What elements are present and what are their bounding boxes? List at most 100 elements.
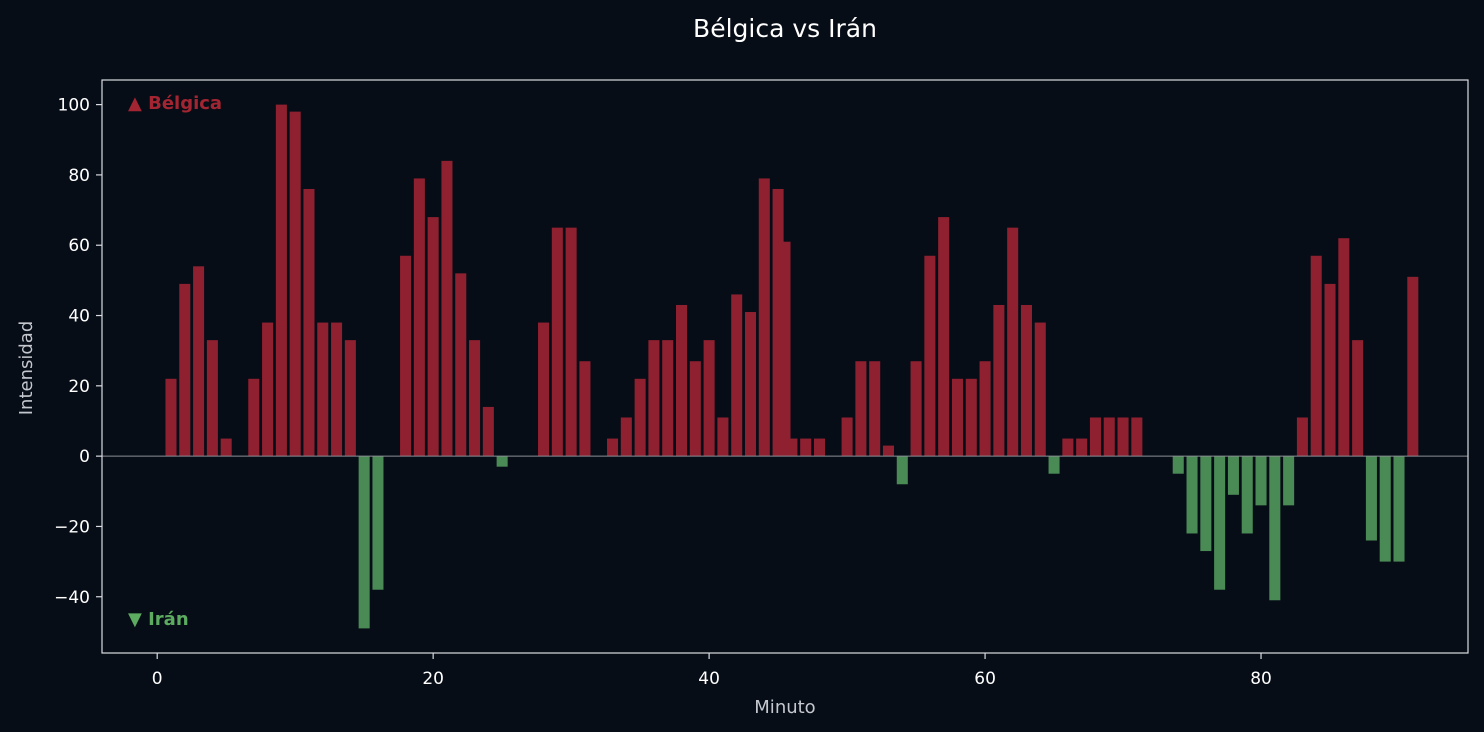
bar-minute-67 (1076, 438, 1088, 457)
bar-minute-80 (1255, 456, 1267, 506)
bar-minute-10 (289, 111, 301, 457)
bar-minute-35 (634, 378, 646, 457)
y-tick-label: 60 (68, 236, 90, 256)
bar-minute-74 (1172, 456, 1184, 474)
bar-minute-76 (1200, 456, 1212, 552)
bar-minute-55 (910, 361, 922, 457)
bar-minute-3 (193, 266, 205, 457)
bar-minute-20 (427, 217, 439, 457)
x-tick-label: 60 (974, 669, 996, 689)
bar-minute-56 (924, 255, 936, 457)
bar-minute-87 (1352, 340, 1364, 457)
bar-minute-2 (179, 283, 191, 457)
bar-minute-38 (675, 304, 688, 457)
bar-minute-63 (1020, 304, 1032, 457)
bar-minute-77 (1214, 456, 1226, 590)
bar-minute-16 (372, 456, 384, 590)
y-axis-label: Intensidad (16, 321, 37, 416)
bar-minute-82 (1283, 456, 1295, 506)
bar-minute-21 (441, 160, 453, 457)
bar-minute-68 (1089, 417, 1101, 457)
bar-minute-83 (1296, 417, 1308, 457)
bar-minute-57 (938, 217, 950, 457)
bar-minute-45 (772, 188, 784, 457)
bar-minute-14 (344, 340, 356, 457)
bar-minute-12 (317, 322, 329, 457)
bar-minute-89 (1379, 456, 1391, 562)
bar-minute-40 (703, 340, 715, 457)
bar-minute-86 (1338, 238, 1350, 457)
bar-minute-22 (455, 273, 467, 457)
bar-minute-75 (1186, 456, 1198, 534)
bar-minute-13 (331, 322, 343, 457)
y-tick-label: 20 (68, 377, 90, 397)
bar-minute-65 (1048, 456, 1060, 474)
bar-minute-91 (1407, 276, 1419, 457)
y-axis-ticks: −40 −20 0 20 40 60 80 100 (54, 96, 102, 608)
bar-minute-53 (882, 445, 895, 457)
legend-entry-belgica: ▲ Bélgica (128, 93, 222, 114)
bar-minute-44 (758, 178, 770, 457)
bar-minute-79 (1241, 456, 1253, 534)
plot-frame (101, 79, 1469, 654)
y-tick-label: 0 (79, 447, 90, 467)
bar-minute-4 (206, 340, 218, 457)
bar-minute-70 (1117, 417, 1129, 457)
bar-minute-61 (993, 304, 1005, 457)
bar-minute-28 (538, 322, 550, 457)
bar-minute-5 (220, 438, 232, 457)
bar-minute-52 (869, 361, 881, 457)
bar-minute-19 (413, 178, 425, 457)
bar-minute-48 (813, 438, 826, 457)
bar-minute-59 (965, 378, 977, 457)
y-tick-label: 100 (58, 96, 90, 116)
bar-minute-7 (248, 378, 260, 457)
bar-minute-25 (496, 456, 508, 467)
bar-minute-90 (1393, 456, 1405, 562)
y-tick-label: −40 (54, 588, 90, 608)
bar-minute-24 (482, 406, 494, 457)
bar-minute-18 (400, 255, 412, 457)
bar-minute-62 (1007, 227, 1019, 457)
bar-minute-34 (620, 417, 632, 457)
bar-minute-84 (1310, 255, 1322, 457)
bar-minute-37 (662, 340, 674, 457)
bar-minute-42 (731, 294, 743, 457)
bar-minute-1 (165, 378, 177, 457)
bar-minute-50 (841, 417, 853, 457)
bar-minute-60 (979, 361, 991, 457)
bar-minute-41 (717, 417, 729, 457)
x-tick-label: 40 (698, 669, 720, 689)
legend-entry-iran: ▼ Irán (128, 609, 189, 630)
bar-minute-51 (855, 361, 867, 457)
bar-minute-66 (1062, 438, 1074, 457)
bar-minute-9 (275, 104, 287, 457)
bar-minute-47 (800, 438, 812, 457)
bar-minute-8 (262, 322, 274, 457)
bar-minute-81 (1269, 456, 1281, 601)
y-tick-label: 40 (68, 307, 90, 327)
bar-minute-85 (1324, 283, 1336, 457)
bar-minute-88 (1365, 456, 1377, 541)
x-axis-label: Minuto (754, 697, 815, 718)
bar-minute-54 (896, 456, 908, 485)
x-axis-ticks: 0 20 40 60 80 (152, 653, 1272, 689)
bar-minute-39 (689, 361, 701, 457)
x-tick-label: 80 (1250, 669, 1272, 689)
bar-minute-30 (565, 227, 577, 457)
bar-minute-29 (551, 227, 563, 457)
bar-minute-33 (607, 438, 619, 457)
x-tick-label: 20 (422, 669, 444, 689)
bar-minute-64 (1034, 322, 1046, 457)
bar-minute-23 (469, 340, 481, 457)
bar-minute-15 (358, 456, 370, 629)
bar-minute-43 (744, 312, 757, 457)
bar-minute-36 (648, 340, 660, 457)
bar-minute-69 (1103, 417, 1115, 457)
y-tick-label: 80 (68, 166, 90, 186)
bar-minute-78 (1227, 456, 1239, 495)
chart-title: Bélgica vs Irán (693, 14, 877, 43)
bars-group (165, 104, 1419, 629)
bar-minute-31 (579, 361, 591, 457)
bar-minute-46 (786, 438, 798, 457)
